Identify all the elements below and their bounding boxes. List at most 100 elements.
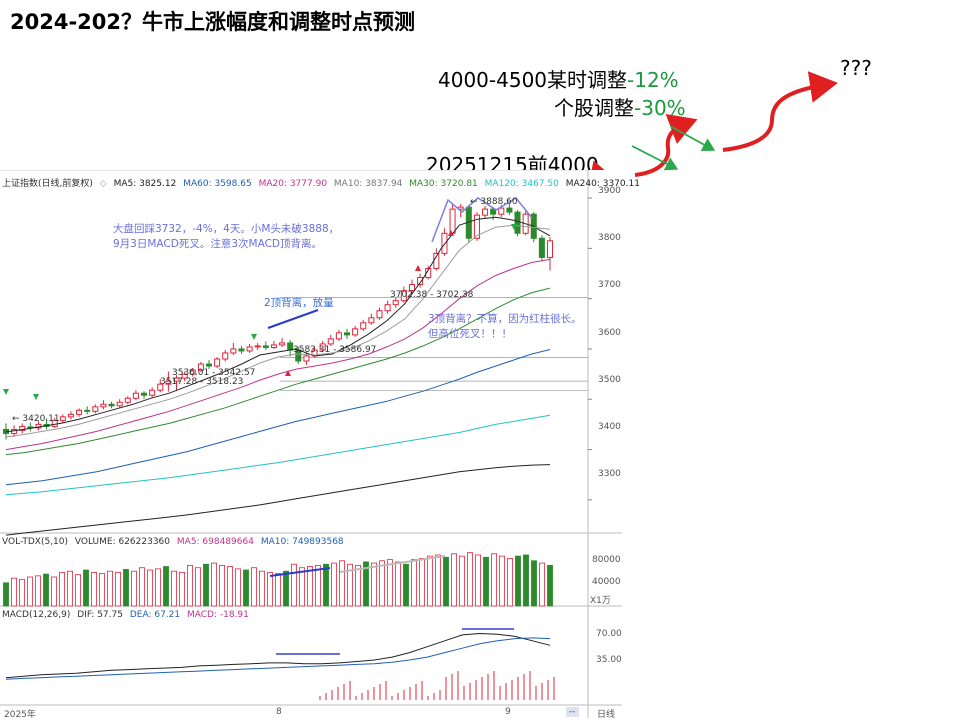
candle-body-32 — [262, 345, 269, 348]
macd-legend: MACD(12,26,9) DIF: 57.75 DEA: 67.21 MACD… — [2, 610, 253, 620]
y-tick-3700: 3700 — [598, 280, 621, 290]
candle-body-22 — [181, 373, 188, 379]
volume-bar-24 — [195, 567, 201, 607]
volume-legend: VOL-TDX(5,10) VOLUME: 626223360 MA5: 698… — [2, 537, 348, 547]
volume-bar-59 — [475, 554, 481, 607]
candle-body-67 — [546, 240, 554, 258]
y-tick-3800: 3800 — [598, 233, 621, 243]
legend-ma20: MA20: 3777.90 — [258, 179, 328, 189]
candle-body-18 — [149, 389, 156, 396]
volume-bar-68 — [547, 564, 553, 607]
volume-bar-20 — [163, 566, 169, 607]
annotation-pullback-line2: 9月3日MACD死叉。注意3次MACD顶背离。 — [113, 238, 322, 250]
volume-bar-45 — [363, 561, 369, 607]
volume-bar-15 — [123, 569, 129, 607]
vol-legend-name: VOL-TDX(5,10) — [2, 537, 69, 547]
candle-body-11 — [92, 406, 99, 412]
candle-body-16 — [132, 392, 139, 399]
candle-body-33 — [270, 344, 277, 348]
candle-body-34 — [279, 342, 286, 346]
price-label-3583: 3583.31 - 3586.97 — [293, 345, 377, 355]
volume-bar-1 — [11, 577, 17, 607]
price-label-3702: 3702.38 - 3702.38 — [390, 290, 474, 300]
candle-body-10 — [84, 409, 91, 412]
volume-bar-31 — [251, 567, 257, 607]
price-label-low: ← 3420.11 — [12, 414, 60, 424]
candle-body-44 — [360, 322, 367, 330]
candle-body-35 — [287, 342, 294, 351]
volume-bar-26 — [211, 562, 217, 607]
candle-body-29 — [238, 348, 245, 352]
volume-bar-56 — [451, 553, 457, 607]
forecast-green-arrow-2 — [669, 125, 716, 151]
annotation-divergence-3: 3顶背离？不算，因为红柱很长。 但高位死叉！！！ — [428, 312, 582, 342]
vol-unit: X1万 — [590, 596, 611, 606]
candle-body-26 — [214, 358, 221, 367]
volume-bar-47 — [379, 560, 385, 607]
x-label-aug: 8 — [276, 707, 282, 717]
macd-legend-name: MACD(12,26,9) — [2, 610, 71, 620]
annotation-pullback-line1: 大盘回踩3732，-4%，4天。小M头未破3888， — [113, 223, 340, 235]
y-tick-3500: 3500 — [598, 375, 621, 385]
macd-legend-dif: DIF: 57.75 — [77, 610, 123, 620]
volume-bar-38 — [307, 566, 313, 607]
volume-bar-48 — [387, 559, 393, 607]
price-label-high-value: 3888.60 — [480, 197, 518, 207]
volume-bar-13 — [107, 570, 113, 607]
candle-body-52 — [425, 267, 432, 279]
candle-body-19 — [157, 383, 164, 391]
candle-body-51 — [417, 277, 424, 286]
period-label[interactable]: 日线 — [597, 710, 616, 720]
volume-bar-33 — [267, 571, 273, 607]
price-label-high: ← 3888.60 — [470, 197, 518, 207]
vol-tick-40000: 40000 — [592, 577, 621, 587]
candle-body-54 — [441, 232, 448, 254]
candle-body-30 — [246, 346, 253, 352]
volume-bar-54 — [435, 554, 441, 607]
candle-body-17 — [141, 392, 148, 396]
volume-bar-9 — [75, 574, 81, 607]
candle-body-50 — [408, 284, 415, 292]
volume-bar-7 — [59, 571, 65, 607]
candle-body-39 — [319, 343, 326, 351]
candle-body-40 — [327, 338, 334, 345]
volume-bar-16 — [131, 570, 137, 607]
volume-bar-49 — [395, 561, 401, 607]
volume-bar-60 — [483, 556, 489, 607]
candle-body-48 — [392, 300, 399, 306]
volume-bar-12 — [99, 573, 105, 607]
y-tick-3600: 3600 — [598, 328, 621, 338]
candle-body-15 — [124, 397, 131, 403]
volume-bar-18 — [147, 569, 153, 607]
y-tick-3900: 3900 — [598, 186, 621, 196]
volume-bar-53 — [427, 555, 433, 607]
ma-line-ma60 — [5, 349, 551, 486]
volume-bar-3 — [27, 576, 33, 607]
candle-body-45 — [368, 317, 375, 324]
volume-bar-55 — [443, 556, 449, 607]
candle-body-23 — [189, 369, 196, 375]
candle-body-55 — [449, 208, 456, 234]
volume-bar-36 — [291, 563, 297, 607]
volume-bar-43 — [347, 563, 353, 607]
candle-body-61 — [498, 207, 505, 215]
candle-body-6 — [51, 419, 58, 427]
candle-body-27 — [222, 352, 229, 360]
legend-swatch: ◇ — [99, 179, 107, 189]
volume-bar-0 — [3, 582, 9, 607]
candle-body-66 — [538, 237, 545, 258]
volume-bar-22 — [179, 571, 185, 607]
annotation-divergence-2: 2顶背离，放量 — [264, 297, 334, 309]
volume-bar-40 — [323, 563, 329, 607]
chart-panel — [0, 170, 622, 720]
annotation-pullback: 大盘回踩3732，-4%，4天。小M头未破3888， 9月3日MACD死叉。注意… — [113, 222, 339, 252]
vol-legend-ma10: MA10: 749893568 — [260, 537, 344, 547]
period-dash[interactable]: -- — [566, 707, 579, 717]
candle-body-41 — [335, 332, 342, 340]
macd-legend-macd: MACD: -18.91 — [187, 610, 249, 620]
sell-signal-marker-2 — [448, 230, 454, 236]
m-top-outline — [431, 197, 533, 243]
candle-body-37 — [303, 355, 310, 362]
volume-bar-64 — [515, 555, 521, 607]
volume-bar-42 — [339, 560, 345, 607]
